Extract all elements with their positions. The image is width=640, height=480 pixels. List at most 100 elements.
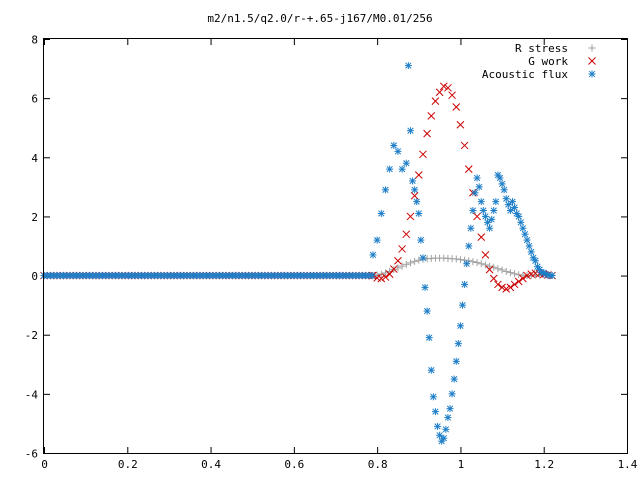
data-point — [381, 273, 390, 281]
data-point — [511, 270, 519, 278]
data-point — [500, 186, 508, 194]
data-point — [415, 209, 423, 217]
data-point — [410, 191, 419, 200]
y-tick-label: 2 — [31, 211, 38, 224]
data-point — [506, 283, 515, 292]
data-point — [452, 255, 460, 263]
data-point — [475, 183, 483, 191]
data-point — [506, 269, 514, 277]
data-point — [464, 165, 473, 173]
data-point — [469, 258, 477, 266]
data-point — [446, 405, 454, 413]
data-point — [477, 198, 485, 206]
data-point — [519, 274, 527, 283]
data-point — [461, 256, 469, 264]
data-point — [511, 204, 519, 212]
data-point — [406, 259, 414, 267]
data-point — [494, 265, 502, 273]
data-point — [489, 274, 498, 283]
data-point — [406, 127, 414, 135]
data-point — [481, 261, 489, 269]
data-point — [439, 82, 448, 91]
y-tick-label: 4 — [31, 152, 38, 165]
data-point — [411, 186, 419, 194]
data-point — [492, 198, 500, 206]
data-point — [414, 171, 423, 179]
data-point — [377, 270, 385, 278]
data-point — [444, 414, 452, 422]
data-point — [429, 393, 437, 401]
data-point — [448, 91, 456, 100]
x-tick-label: 0.8 — [368, 458, 388, 471]
data-point — [463, 260, 471, 268]
y-tick-label: 0 — [31, 270, 38, 283]
x-tick-label: 1.4 — [618, 458, 638, 471]
data-point — [506, 207, 514, 215]
y-tick-label: 6 — [31, 93, 38, 106]
data-point — [398, 262, 406, 270]
x-tick-label: 0 — [41, 458, 48, 471]
data-point — [421, 283, 429, 291]
data-marks — [40, 62, 556, 445]
data-point — [450, 375, 458, 383]
data-point — [515, 212, 523, 220]
x-tick-label: 1.2 — [534, 458, 554, 471]
data-point — [519, 224, 527, 232]
legend-label: G work — [528, 55, 568, 68]
data-point — [436, 431, 444, 439]
data-point — [498, 266, 506, 274]
data-point — [460, 141, 469, 150]
plot-frame — [43, 38, 628, 454]
y-tick-label: -4 — [25, 388, 39, 401]
data-point — [377, 209, 385, 217]
data-point — [431, 97, 440, 105]
data-point — [502, 267, 510, 275]
data-point — [402, 230, 411, 239]
x-tick-label: 0.2 — [118, 458, 138, 471]
y-tick-label: -6 — [25, 448, 38, 461]
data-point — [496, 174, 504, 182]
data-point — [390, 141, 398, 149]
data-point — [459, 301, 467, 309]
data-point — [481, 212, 489, 220]
data-point — [477, 260, 485, 268]
data-point — [373, 236, 381, 244]
data-point — [444, 83, 452, 92]
data-point — [517, 218, 525, 226]
data-point — [456, 322, 464, 330]
data-point — [456, 256, 464, 264]
data-point — [514, 277, 523, 286]
data-point — [423, 129, 431, 138]
axis-ticks: 0 0.2 0.4 0.6 0.8 1 1.2 1.4 -6 -4 -2 0 2 4 6 8 — [25, 34, 638, 472]
chart-title: m2/n1.5/q2.0/r-+.65-j167/M0.01/256 — [207, 12, 432, 25]
data-point — [461, 280, 469, 288]
data-point — [481, 251, 490, 259]
data-point — [431, 408, 439, 416]
data-point — [483, 218, 491, 226]
data-point — [411, 257, 419, 265]
data-point — [486, 262, 494, 270]
data-point — [498, 283, 506, 292]
data-point — [456, 120, 465, 129]
data-point — [490, 207, 498, 215]
data-point — [435, 88, 444, 97]
data-point — [469, 207, 477, 215]
x-tick-label: 0.4 — [201, 458, 221, 471]
data-point — [454, 340, 462, 348]
data-point — [402, 159, 410, 167]
y-tick-label: -2 — [25, 329, 38, 342]
data-point — [502, 285, 511, 293]
data-point — [525, 242, 533, 250]
legend-marker — [588, 70, 596, 78]
data-point — [515, 271, 523, 279]
data-point — [394, 147, 402, 155]
data-point — [425, 334, 433, 342]
data-point — [427, 112, 436, 120]
data-point — [398, 165, 406, 173]
data-point — [452, 357, 460, 365]
data-point — [498, 180, 506, 188]
legend-label: R stress — [515, 42, 568, 55]
data-point — [523, 271, 531, 280]
